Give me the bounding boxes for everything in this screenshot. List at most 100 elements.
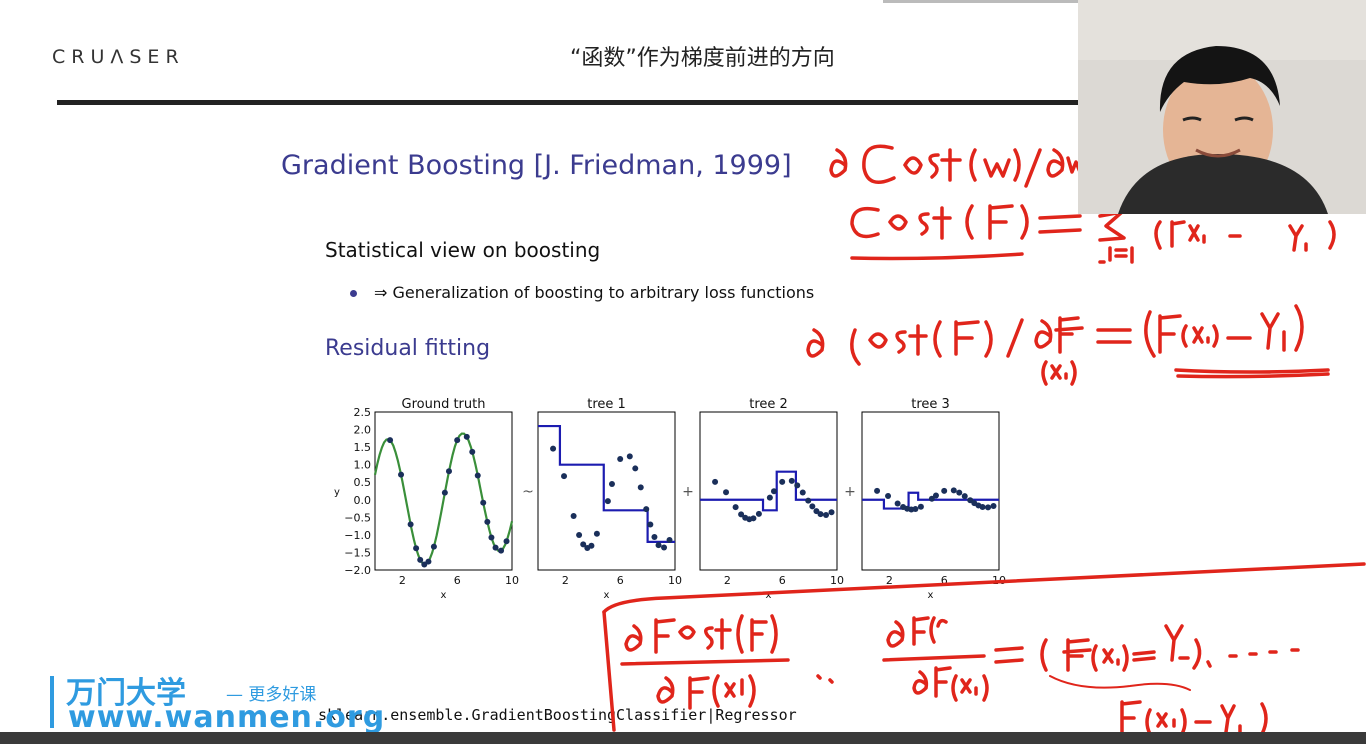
data-point (604, 498, 611, 505)
annotation-stroke (1164, 624, 1190, 662)
annotation-stroke (1288, 224, 1308, 252)
bullet-icon (350, 290, 357, 297)
annotation-stroke (1188, 224, 1206, 244)
x-tick-label: 10 (830, 574, 844, 587)
annotation-stroke (736, 614, 778, 654)
annotation-stroke (933, 320, 942, 358)
data-point (661, 544, 668, 551)
ground-truth-curve (373, 432, 514, 566)
annotation-stroke (1013, 148, 1021, 182)
data-point (894, 500, 901, 507)
data-point (588, 542, 595, 549)
data-point (430, 543, 437, 550)
annotation-stroke (895, 330, 907, 354)
data-point (488, 534, 495, 541)
data-point (823, 512, 830, 519)
annotation-stroke (868, 332, 888, 349)
annotation-box (602, 562, 1366, 614)
annotation-stroke (1174, 368, 1330, 379)
x-tick-label: 10 (505, 574, 519, 587)
annotation-stroke (969, 148, 977, 182)
x-tick-label: 2 (399, 574, 406, 587)
annotation-stroke (620, 658, 790, 666)
annotation-stroke (886, 620, 905, 648)
data-point (874, 487, 881, 494)
watermark-brand: 万门大学 (66, 676, 186, 711)
data-point (480, 499, 487, 506)
data-point (799, 489, 806, 496)
y-tick-label: 0.0 (354, 494, 372, 507)
tree-step-line (862, 491, 999, 510)
y-tick-label: 2.0 (354, 424, 372, 437)
data-point (454, 437, 461, 444)
data-point (794, 482, 801, 489)
annotation-stroke (1220, 704, 1242, 734)
annotation-stroke (965, 204, 974, 240)
data-point (941, 487, 948, 494)
data-point (956, 489, 963, 496)
annotation-stroke (932, 206, 952, 240)
data-point (766, 494, 773, 501)
plot-operator: + (682, 484, 694, 500)
data-point (817, 511, 824, 518)
annotation-stroke (704, 626, 714, 650)
annotation-stroke (1144, 310, 1156, 358)
data-point (425, 558, 432, 565)
annotation-stroke (1096, 328, 1132, 344)
annotation-stroke (1181, 324, 1219, 348)
watermark-tagline: — 更多好课 (226, 685, 317, 705)
data-point (492, 544, 499, 551)
annotation-stroke (918, 212, 930, 236)
data-point (990, 502, 997, 509)
x-axis-label: x (604, 590, 610, 601)
data-point (809, 503, 816, 510)
y-tick-label: 0.5 (354, 476, 372, 489)
annotation-stroke (1120, 700, 1142, 736)
plot-operator: + (844, 484, 856, 500)
watermark-url: www.wanmen.org (68, 700, 386, 735)
annotation-stroke (862, 144, 896, 184)
data-point (712, 478, 719, 485)
data-point (732, 504, 739, 511)
y-tick-label: 1.0 (354, 459, 372, 472)
data-point (788, 477, 795, 484)
data-point (828, 509, 835, 516)
data-point (593, 530, 600, 537)
data-point (643, 506, 650, 513)
data-point (484, 518, 491, 525)
player-control-bar[interactable] (0, 732, 1366, 744)
annotation-stroke (984, 320, 993, 358)
annotation-stroke (994, 646, 1024, 664)
plot-title: tree 1 (587, 397, 626, 412)
data-point (979, 503, 986, 510)
annotation-stroke (806, 328, 825, 358)
annotation-stroke (928, 153, 940, 179)
data-point (463, 433, 470, 440)
tree-step-line (538, 424, 675, 544)
annotation-box (602, 610, 616, 732)
annotation-stroke (940, 148, 962, 182)
code-line: sklearn.ensemble.GradientBoostingClassif… (318, 706, 797, 724)
annotation-stroke (1041, 360, 1077, 386)
annotation-stroke (1260, 312, 1280, 350)
data-point (413, 545, 420, 552)
x-tick-label: 6 (617, 574, 624, 587)
annotation-stroke (951, 674, 989, 702)
data-point (580, 541, 587, 548)
x-tick-label: 6 (454, 574, 461, 587)
annotation-stroke (712, 674, 756, 708)
data-point (985, 504, 992, 511)
annotation-stroke (888, 214, 908, 231)
annotation-stroke (624, 624, 643, 652)
annotation-stroke (654, 618, 676, 654)
annotation-stroke (829, 148, 848, 178)
annotation-stroke (1062, 638, 1092, 672)
plot-frame (699, 411, 838, 571)
plot-title: tree 2 (749, 397, 788, 412)
data-point (407, 521, 414, 528)
annotation-stroke (929, 616, 948, 644)
data-point (498, 547, 505, 554)
data-point (912, 506, 919, 513)
annotation-stroke (903, 156, 923, 175)
